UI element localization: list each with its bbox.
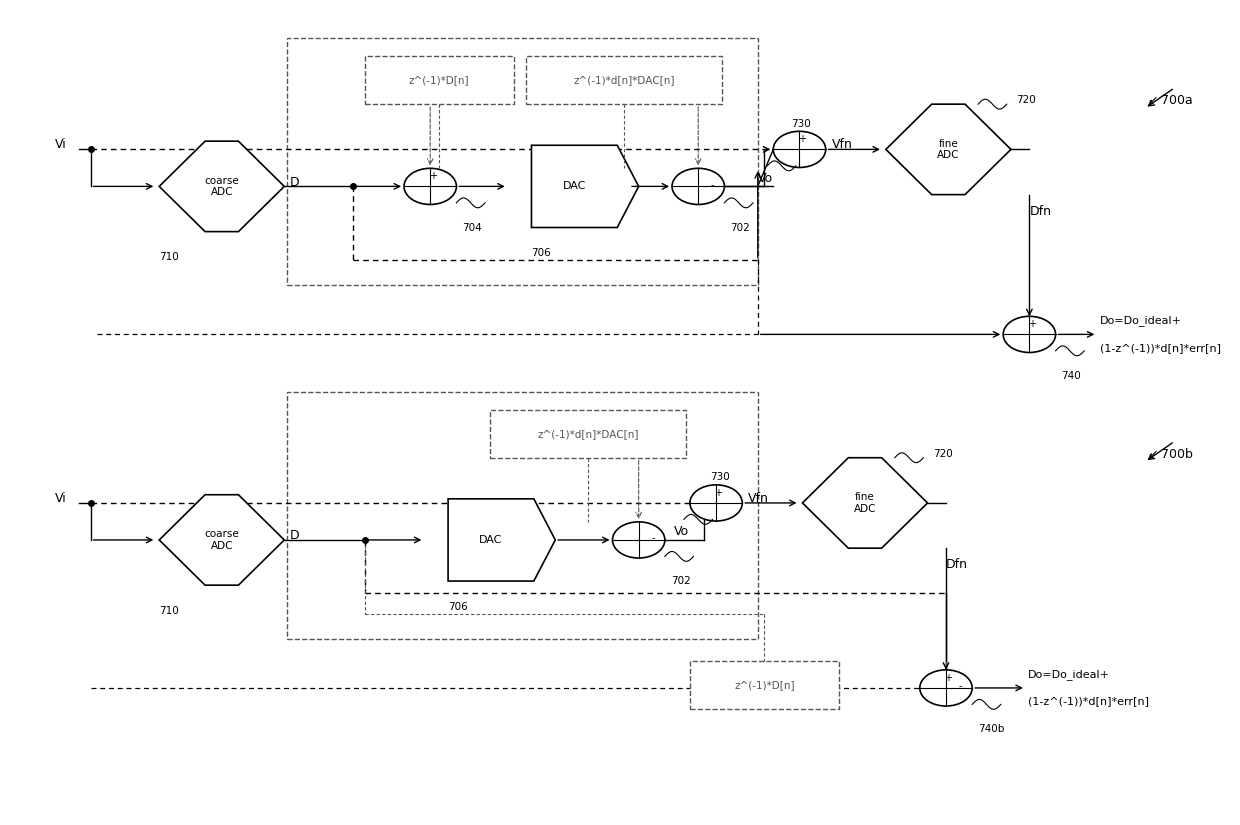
Text: Dfn: Dfn xyxy=(946,558,968,571)
Text: 706: 706 xyxy=(532,248,552,258)
Text: +: + xyxy=(797,134,806,144)
Text: coarse
ADC: coarse ADC xyxy=(205,176,239,197)
Text: 710: 710 xyxy=(159,606,179,615)
Text: 706: 706 xyxy=(448,601,467,611)
Circle shape xyxy=(404,168,456,205)
Text: (1-z^(-1))*d[n]*err[n]: (1-z^(-1))*d[n]*err[n] xyxy=(1100,342,1220,352)
Text: fine
ADC: fine ADC xyxy=(854,493,877,514)
Text: 720: 720 xyxy=(932,449,952,459)
Text: Vo: Vo xyxy=(675,526,689,538)
Text: 720: 720 xyxy=(1017,95,1037,105)
Text: Dfn: Dfn xyxy=(1029,205,1052,218)
Text: 702: 702 xyxy=(671,576,691,586)
Text: Vi: Vi xyxy=(55,492,67,505)
Circle shape xyxy=(689,485,743,521)
Text: Vi: Vi xyxy=(55,138,67,151)
Text: Do=Do_ideal+: Do=Do_ideal+ xyxy=(1028,669,1110,680)
Bar xyxy=(288,39,758,285)
Bar xyxy=(689,661,838,709)
Text: DAC: DAC xyxy=(480,535,502,545)
Text: 702: 702 xyxy=(730,223,750,233)
Text: $\swarrow$700b: $\swarrow$700b xyxy=(1145,446,1193,460)
Circle shape xyxy=(774,131,826,167)
Text: z^(-1)*d[n]*DAC[n]: z^(-1)*d[n]*DAC[n] xyxy=(573,75,675,85)
Bar xyxy=(365,56,513,104)
Circle shape xyxy=(613,522,665,558)
Text: Vfn: Vfn xyxy=(832,138,853,151)
Text: -: - xyxy=(959,681,962,691)
Polygon shape xyxy=(159,495,284,585)
Text: Vo: Vo xyxy=(758,172,773,185)
Text: +: + xyxy=(714,488,723,498)
Polygon shape xyxy=(885,104,1011,195)
Circle shape xyxy=(672,168,724,205)
Text: DAC: DAC xyxy=(563,182,587,191)
Text: 730: 730 xyxy=(791,119,811,129)
Text: fine
ADC: fine ADC xyxy=(937,139,960,160)
Bar xyxy=(526,56,722,104)
Polygon shape xyxy=(159,141,284,232)
Text: D: D xyxy=(290,176,299,189)
Text: +: + xyxy=(429,172,436,182)
Polygon shape xyxy=(532,145,639,228)
Text: z^(-1)*D[n]: z^(-1)*D[n] xyxy=(734,680,795,690)
Polygon shape xyxy=(448,499,556,581)
Text: $\swarrow$700a: $\swarrow$700a xyxy=(1145,93,1193,106)
Text: -: - xyxy=(651,533,655,544)
Text: Vfn: Vfn xyxy=(748,492,769,505)
Text: z^(-1)*D[n]: z^(-1)*D[n] xyxy=(409,75,470,85)
Text: 740: 740 xyxy=(1061,370,1081,380)
Text: z^(-1)*d[n]*DAC[n]: z^(-1)*d[n]*DAC[n] xyxy=(537,429,639,439)
Circle shape xyxy=(1003,316,1055,352)
Circle shape xyxy=(920,670,972,706)
Bar xyxy=(490,410,686,458)
Text: 740b: 740b xyxy=(978,724,1004,734)
Polygon shape xyxy=(802,458,928,548)
Text: +: + xyxy=(945,673,952,683)
Text: -: - xyxy=(711,180,714,190)
Text: +: + xyxy=(1028,319,1035,329)
Text: 730: 730 xyxy=(711,473,730,483)
Text: D: D xyxy=(290,530,299,542)
Text: (1-z^(-1))*d[n]*err[n]: (1-z^(-1))*d[n]*err[n] xyxy=(1028,696,1149,706)
Bar xyxy=(288,392,758,639)
Text: coarse
ADC: coarse ADC xyxy=(205,529,239,551)
Text: 710: 710 xyxy=(159,252,179,262)
Text: Do=Do_ideal+: Do=Do_ideal+ xyxy=(1100,315,1182,326)
Text: 704: 704 xyxy=(463,223,482,233)
